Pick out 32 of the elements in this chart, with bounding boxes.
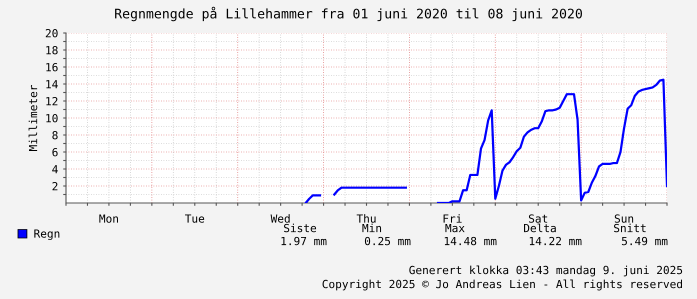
x-tick-label: Sun	[614, 214, 634, 223]
y-tick-label: 2	[52, 182, 58, 190]
y-tick-label: 16	[46, 63, 58, 72]
legend-label: Regn	[34, 230, 60, 240]
y-axis-title: Millimeter	[28, 84, 38, 151]
text: Delta	[524, 224, 556, 232]
text: 14.48 mm	[444, 236, 496, 246]
text: 0.25 mm	[364, 236, 410, 246]
x-tick-label: Thu	[356, 214, 376, 223]
text: Siste	[284, 224, 316, 232]
x-tick-label: Sat	[528, 214, 548, 223]
text: Generert klokka 03:43 mandag 9. juni 2025	[409, 266, 682, 276]
text: Copyright 2025 © Jo Andreas Lien - All rights reserved	[322, 280, 682, 290]
text: Max	[445, 224, 465, 232]
text: 1.97 mm	[282, 236, 326, 246]
x-tick-label: Wed	[270, 214, 290, 223]
y-tick-label: 18	[46, 46, 58, 54]
y-tick-label: 4	[52, 165, 58, 174]
x-tick-label: Mon	[99, 214, 118, 223]
x-tick-label: Tue	[185, 214, 204, 223]
y-tick-label: 20	[46, 29, 58, 38]
text: Min	[362, 224, 382, 232]
text: 14.22 mm	[530, 236, 582, 246]
y-tick-label: 14	[46, 80, 58, 88]
y-tick-label: 12	[46, 97, 58, 106]
chart-title: Regnmengde på Lillehammer fra 01 juni 2020 til 08 juni 2020	[115, 6, 582, 22]
text: Snitt	[614, 224, 646, 232]
text: 5.49 mm	[622, 236, 668, 246]
y-tick-label: 10	[46, 114, 58, 122]
y-tick-label: 6	[52, 148, 58, 156]
y-tick-label: 8	[52, 131, 58, 140]
x-tick-label: Fri	[444, 214, 462, 223]
